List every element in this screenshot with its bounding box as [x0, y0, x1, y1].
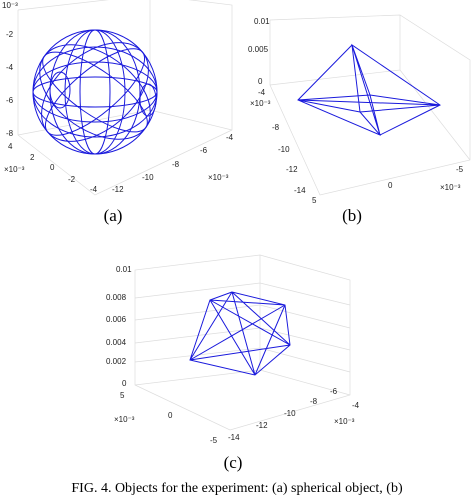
- right-tick: -12: [112, 185, 124, 194]
- axes-box: [17, 0, 233, 196]
- right-exponent: ×10⁻³: [440, 183, 461, 192]
- left-exponent: ×10⁻³: [250, 99, 271, 108]
- panel-a: 10⁻³ -2 -4 -6 -8 4 2 0 -2 -4 ×10⁻³ -12 -…: [2, 0, 234, 225]
- z-tick: 0.01: [116, 265, 132, 274]
- left-tick: 0: [50, 163, 55, 172]
- right-tick: -4: [352, 401, 360, 410]
- octahedron: [297, 43, 441, 136]
- panel-label: (a): [104, 206, 123, 225]
- right-tick: -8: [172, 160, 180, 169]
- z-tick: 0: [258, 77, 263, 86]
- right-exponent: ×10⁻³: [208, 173, 229, 182]
- panel-label: (b): [342, 206, 362, 225]
- right-tick: 0: [388, 181, 393, 190]
- panel-c: 0.01 0.008 0.006 0.004 0.002 0 5 0 -5 ×1…: [106, 254, 360, 472]
- polyhedron: [189, 291, 291, 376]
- right-tick: -8: [310, 397, 318, 406]
- right-tick: -10: [284, 409, 296, 418]
- right-tick: -14: [228, 433, 240, 442]
- left-tick: 2: [30, 153, 35, 162]
- right-tick: -12: [256, 421, 268, 430]
- left-tick: -10: [278, 145, 290, 154]
- right-tick: -4: [226, 133, 234, 142]
- left-tick: -4: [90, 185, 98, 194]
- z-tick: 0: [122, 379, 127, 388]
- z-tick: 0.004: [106, 338, 127, 347]
- left-tick: -12: [286, 165, 298, 174]
- left-exponent: ×10⁻³: [114, 415, 135, 424]
- right-tick: -10: [142, 173, 154, 182]
- right-tick: 5: [312, 196, 317, 205]
- axes-box: [269, 14, 471, 196]
- panel-b: 0.01 0.005 0 -4 ×10⁻³ -8 -10 -12 -14 5 0…: [248, 14, 471, 225]
- caption: FIG. 4. Objects for the experiment: (a) …: [71, 481, 403, 496]
- left-tick: -8: [272, 123, 280, 132]
- z-tick: -2: [6, 30, 14, 39]
- z-tick: 0.01: [254, 17, 270, 26]
- right-exponent: ×10⁻³: [334, 417, 355, 426]
- z-tick: 0.002: [106, 357, 127, 366]
- left-tick: -4: [258, 88, 266, 97]
- left-tick: 4: [8, 142, 13, 151]
- left-tick: 5: [120, 391, 125, 400]
- z-tick: 0.008: [106, 293, 127, 302]
- left-tick: 0: [168, 411, 173, 420]
- sphere: [32, 29, 158, 155]
- panel-label: (c): [224, 453, 243, 472]
- right-tick: -6: [330, 387, 338, 396]
- left-tick: -14: [294, 186, 306, 195]
- right-tick: -5: [456, 165, 464, 174]
- z-tick: 0.006: [106, 315, 127, 324]
- z-tick: -6: [6, 96, 14, 105]
- z-tick: 0.005: [248, 45, 269, 54]
- left-tick: -5: [210, 436, 218, 445]
- right-tick: -6: [200, 146, 208, 155]
- left-tick: -2: [68, 175, 76, 184]
- z-tick: -4: [6, 63, 14, 72]
- z-exponent: 10⁻³: [2, 1, 18, 10]
- z-tick: -8: [6, 129, 14, 138]
- left-exponent: ×10⁻³: [4, 165, 25, 174]
- axes-box: [134, 254, 351, 431]
